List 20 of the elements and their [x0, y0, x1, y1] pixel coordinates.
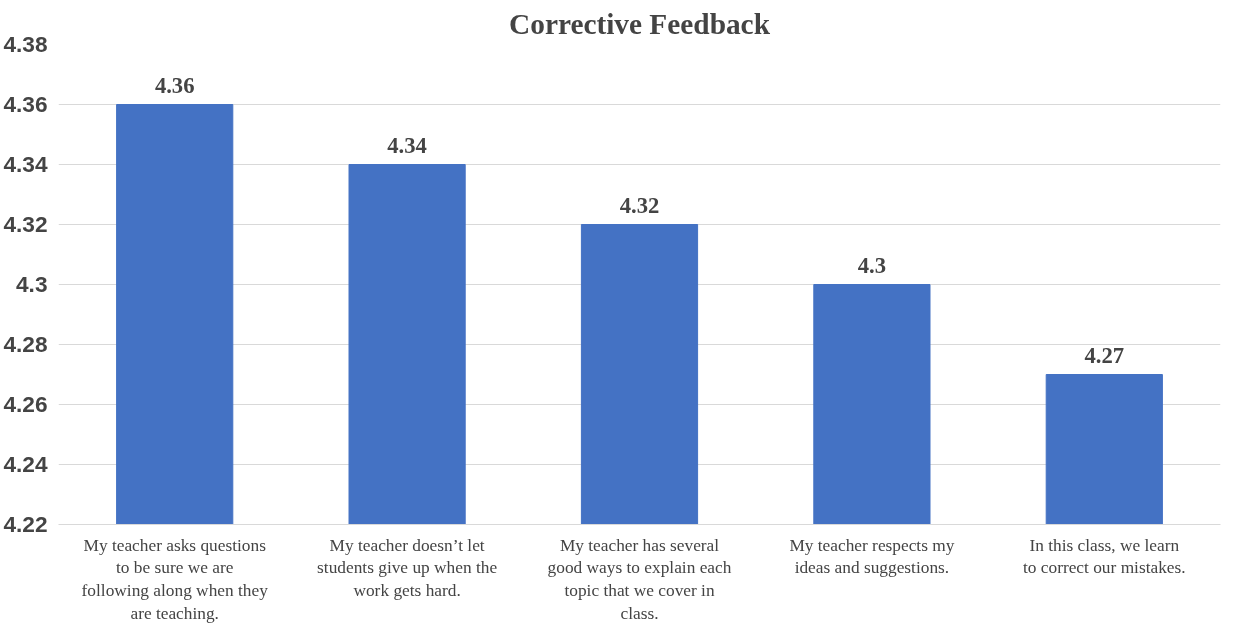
data-label: 4.36 — [154, 72, 195, 98]
y-tick-label: 4.24 — [3, 451, 48, 477]
x-tick-label: My teacher has several good ways to explain each topic that we cover in class. — [547, 535, 732, 623]
y-tick-label: 4.32 — [3, 211, 48, 237]
x-tick-label: My teacher asks questions to be sure we are following along when they are teaching. — [81, 535, 269, 623]
data-label: 4.32 — [619, 192, 660, 218]
chart-title: Corrective Feedback — [509, 7, 771, 40]
x-tick-label: My teacher doesn’t let students give up when the work gets hard. — [317, 535, 498, 601]
data-label: 4.3 — [857, 252, 887, 278]
y-tick-label: 4.26 — [3, 391, 48, 417]
x-tick-label: My teacher respects my ideas and suggestions. — [789, 535, 955, 578]
y-tick-label: 4.36 — [3, 91, 48, 117]
y-tick-label: 4.28 — [3, 331, 48, 357]
data-label: 4.34 — [387, 132, 427, 158]
y-tick-label: 4.22 — [3, 511, 48, 537]
x-tick-label: In this class, we learn to correct our mistakes. — [1022, 535, 1186, 578]
data-label: 4.27 — [1084, 342, 1125, 368]
y-tick-label: 4.3 — [16, 271, 48, 297]
y-tick-label: 4.38 — [3, 31, 48, 57]
y-tick-label: 4.34 — [3, 151, 48, 177]
